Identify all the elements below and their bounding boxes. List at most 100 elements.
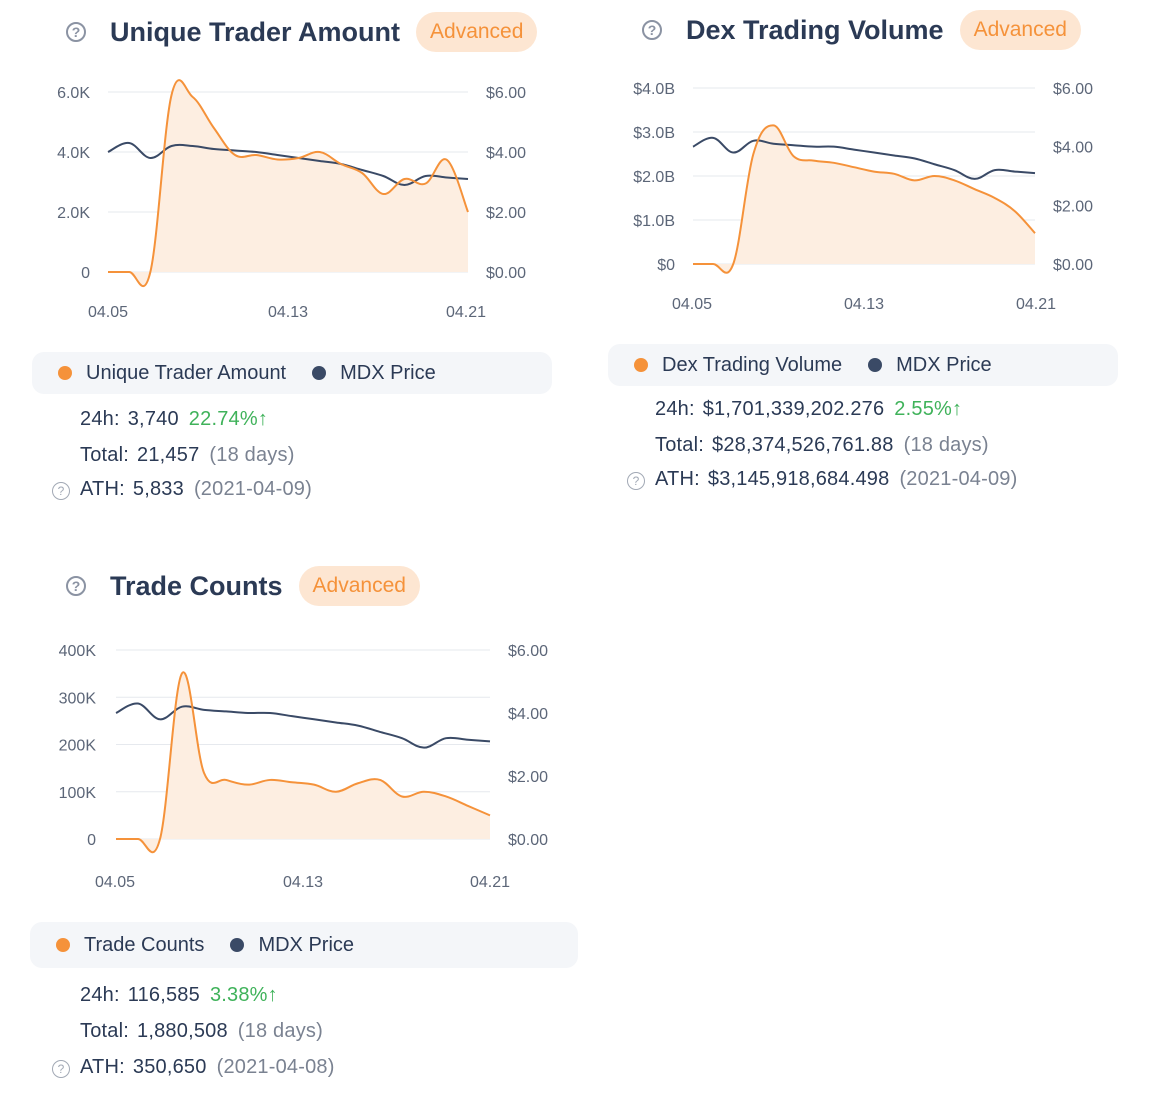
orange-dot-icon bbox=[58, 366, 72, 380]
legend-item-price[interactable]: MDX Price bbox=[312, 362, 436, 385]
help-icon[interactable]: ? bbox=[66, 576, 86, 596]
legend-item-price[interactable]: MDX Price bbox=[230, 934, 354, 957]
panel-header: ? Unique Trader Amount Advanced bbox=[66, 12, 538, 52]
x-tick-label: 04.21 bbox=[1016, 296, 1056, 313]
y-tick-label-left: 300K bbox=[59, 690, 97, 707]
y-tick-label-left: 6.0K bbox=[57, 85, 90, 102]
y-tick-label-right: $6.00 bbox=[1053, 81, 1093, 98]
y-tick-label-left: $3.0B bbox=[633, 125, 675, 142]
legend-label: MDX Price bbox=[258, 933, 355, 956]
panel-header: ? Dex Trading Volume Advanced bbox=[642, 10, 1081, 50]
stat-label: ATH: bbox=[655, 468, 700, 490]
navy-dot-icon bbox=[868, 358, 883, 372]
stat-ath: ATH: $3,145,918,684.498 (2021-04-09) bbox=[655, 468, 1017, 491]
x-tick-label: 04.05 bbox=[95, 874, 135, 891]
help-icon[interactable]: ? bbox=[627, 472, 645, 490]
price-line bbox=[107, 141, 469, 187]
stat-change: 3.38%↑ bbox=[209, 984, 278, 1006]
legend-item-series[interactable]: Dex Trading Volume bbox=[634, 354, 842, 377]
y-tick-label-right: $0.00 bbox=[508, 832, 548, 849]
series-line bbox=[693, 124, 1036, 274]
y-tick-label-left: 4.0K bbox=[57, 145, 90, 162]
y-tick-label-left: 0 bbox=[81, 265, 90, 282]
stat-label: 24h: bbox=[80, 984, 120, 1006]
help-icon[interactable]: ? bbox=[52, 1060, 70, 1078]
stat-value: 5,833 bbox=[132, 478, 184, 500]
stat-total: Total: 1,880,508 (18 days) bbox=[80, 1020, 323, 1043]
help-icon[interactable]: ? bbox=[52, 482, 70, 500]
advanced-badge[interactable]: Advanced bbox=[416, 12, 538, 52]
stat-days: (18 days) bbox=[903, 434, 989, 456]
stat-label: ATH: bbox=[80, 478, 125, 500]
stat-label: 24h: bbox=[80, 408, 120, 430]
advanced-badge[interactable]: Advanced bbox=[959, 10, 1081, 50]
stat-total: Total: $28,374,526,761.88 (18 days) bbox=[655, 434, 989, 457]
x-tick-label: 04.13 bbox=[844, 296, 884, 313]
stat-value: 350,650 bbox=[132, 1056, 207, 1078]
chart-legend: Trade Counts MDX Price bbox=[30, 922, 578, 968]
y-tick-label-right: $2.00 bbox=[486, 205, 526, 222]
stat-label: 24h: bbox=[655, 398, 695, 420]
chart-legend: Unique Trader Amount MDX Price bbox=[32, 352, 552, 394]
chart-legend: Dex Trading Volume MDX Price bbox=[608, 344, 1118, 386]
y-tick-label-right: $4.00 bbox=[1053, 140, 1093, 157]
y-tick-label-left: $4.0B bbox=[633, 81, 675, 98]
legend-label: Unique Trader Amount bbox=[86, 361, 287, 384]
stat-ath: ATH: 350,650 (2021-04-08) bbox=[80, 1056, 335, 1079]
stat-value: $1,701,339,202.276 bbox=[702, 398, 885, 420]
stat-24h: 24h: 116,585 3.38%↑ bbox=[80, 984, 278, 1007]
stat-value: $3,145,918,684.498 bbox=[707, 468, 890, 490]
y-tick-label-left: 200K bbox=[59, 738, 97, 755]
unique-trader-chart: 0 2.0K 4.0K 6.0K $0.00 $2.00 $4.00 $6.00 04.05 04… bbox=[57, 79, 526, 321]
stat-24h: 24h: $1,701,339,202.276 2.55%↑ bbox=[655, 398, 962, 421]
y-tick-label-right: $4.00 bbox=[508, 706, 548, 723]
stat-value: 21,457 bbox=[137, 444, 200, 466]
legend-item-series[interactable]: Trade Counts bbox=[56, 934, 204, 957]
stat-value: $28,374,526,761.88 bbox=[712, 434, 894, 456]
help-icon[interactable]: ? bbox=[66, 22, 86, 42]
stat-change: 22.74%↑ bbox=[188, 408, 269, 430]
y-tick-label-right: $2.00 bbox=[508, 769, 548, 786]
x-tick-label: 04.05 bbox=[88, 304, 128, 321]
stat-total: Total: 21,457 (18 days) bbox=[80, 444, 295, 467]
y-tick-label-right: $6.00 bbox=[486, 85, 526, 102]
legend-item-price[interactable]: MDX Price bbox=[868, 354, 992, 377]
series-area bbox=[693, 125, 1035, 273]
legend-label: MDX Price bbox=[340, 361, 436, 384]
advanced-badge[interactable]: Advanced bbox=[298, 566, 420, 606]
dex-volume-chart: $0 $1.0B $2.0B $3.0B $4.0B $0.00 $2.00 $4.00 $6.… bbox=[633, 81, 1093, 313]
stat-24h: 24h: 3,740 22.74%↑ bbox=[80, 408, 268, 431]
price-line bbox=[115, 702, 491, 749]
stat-label: ATH: bbox=[80, 1056, 125, 1078]
y-tick-label-right: $2.00 bbox=[1053, 198, 1093, 215]
legend-label: MDX Price bbox=[896, 353, 992, 376]
y-tick-label-left: $1.0B bbox=[633, 213, 675, 230]
legend-label: Dex Trading Volume bbox=[662, 353, 843, 376]
navy-dot-icon bbox=[312, 366, 327, 380]
y-tick-label-left: 400K bbox=[59, 643, 97, 660]
price-line bbox=[692, 136, 1036, 180]
legend-item-series[interactable]: Unique Trader Amount bbox=[58, 362, 286, 385]
stat-label: Total: bbox=[80, 1020, 130, 1042]
panel-title: Unique Trader Amount bbox=[110, 16, 401, 47]
stat-value: 116,585 bbox=[127, 984, 200, 1006]
orange-dot-icon bbox=[56, 938, 70, 952]
panel-title: Dex Trading Volume bbox=[686, 14, 944, 45]
y-tick-label-right: $4.00 bbox=[486, 145, 526, 162]
stat-value: 1,880,508 bbox=[137, 1020, 228, 1042]
y-tick-label-right: $0.00 bbox=[486, 265, 526, 282]
y-tick-label-left: $2.0B bbox=[633, 169, 675, 186]
stat-date: (2021-04-09) bbox=[193, 478, 312, 500]
x-tick-label: 04.13 bbox=[268, 304, 308, 321]
series-area bbox=[116, 672, 490, 853]
stat-date: (2021-04-09) bbox=[899, 468, 1018, 490]
x-tick-label: 04.21 bbox=[446, 304, 486, 321]
x-tick-label: 04.13 bbox=[283, 874, 323, 891]
trade-counts-chart: 0 100K 200K 300K 400K $0.00 $2.00 $4.00 $6.00 04.… bbox=[59, 643, 549, 891]
stat-date: (2021-04-08) bbox=[216, 1056, 335, 1078]
x-tick-label: 04.05 bbox=[672, 296, 712, 313]
help-icon[interactable]: ? bbox=[642, 20, 662, 40]
stat-value: 3,740 bbox=[127, 408, 179, 430]
stat-label: Total: bbox=[80, 444, 130, 466]
stat-change: 2.55%↑ bbox=[894, 398, 963, 420]
